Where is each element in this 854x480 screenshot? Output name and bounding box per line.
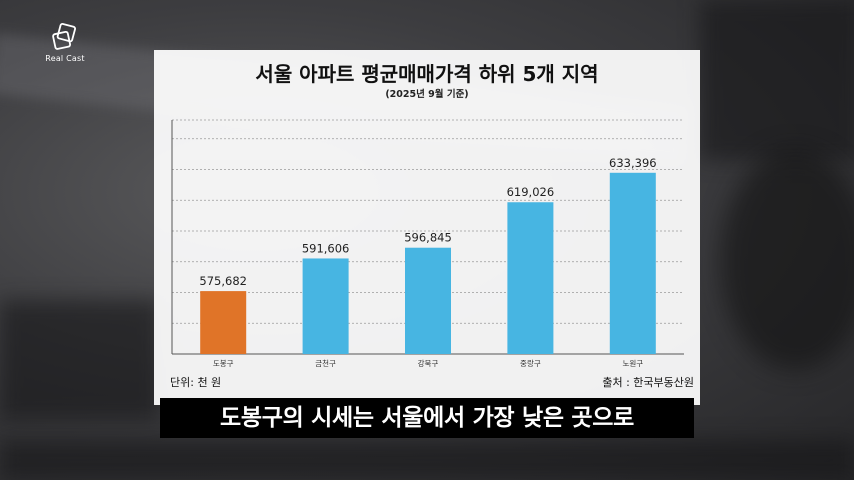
bar-value-label: 591,606 [302, 241, 350, 255]
bar [200, 291, 247, 354]
logo-icon [52, 22, 76, 50]
bar [507, 202, 554, 354]
unit-label: 단위: 천 원 [170, 376, 222, 389]
chart-title: 서울 아파트 평균매매가격 하위 5개 지역 [255, 62, 599, 86]
bar [302, 258, 349, 354]
chart-subtitle: (2025년 9월 기준) [385, 89, 469, 100]
realcast-logo: Real Cast [40, 22, 90, 63]
bar-value-label: 596,845 [404, 231, 452, 245]
bar-value-label: 575,682 [199, 274, 247, 288]
bar-value-label: 619,026 [507, 185, 555, 199]
source-label: 출처 : 한국부동산원 [602, 376, 694, 389]
subtitle-caption: 도봉구의 시세는 서울에서 가장 낮은 곳으로 [160, 398, 694, 438]
bar [609, 172, 656, 354]
x-tick-label: 도봉구 [213, 359, 234, 368]
bar-value-label: 633,396 [609, 156, 657, 170]
x-tick-label: 노원구 [622, 359, 643, 368]
x-tick-label: 금천구 [315, 358, 336, 368]
logo-text: Real Cast [45, 54, 85, 63]
x-tick-label: 강북구 [418, 358, 439, 368]
x-tick-label: 중랑구 [520, 359, 541, 368]
bar [405, 247, 451, 354]
